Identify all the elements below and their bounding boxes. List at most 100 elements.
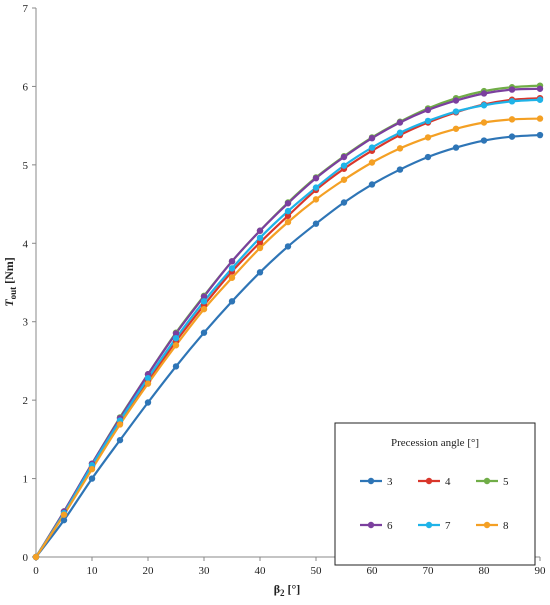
legend-label-4: 4 xyxy=(445,476,451,488)
y-tick-label: 5 xyxy=(23,160,29,172)
x-tick-label: 40 xyxy=(255,565,267,577)
x-tick-label: 20 xyxy=(143,565,155,577)
legend-label-6: 6 xyxy=(387,520,393,532)
y-axis-title-main: T xyxy=(2,299,16,307)
data-point-series-6 xyxy=(452,97,460,104)
data-point-series-6 xyxy=(172,330,180,337)
legend-label-8: 8 xyxy=(503,520,509,532)
data-point-series-7 xyxy=(200,298,208,305)
legend-marker-8 xyxy=(483,521,491,529)
data-point-series-7 xyxy=(228,265,236,272)
data-point-series-6 xyxy=(200,293,208,300)
tick-labels: 0 10 20 30 40 50 60 70 80 90 0 1 2 3 4 5 6 7 xyxy=(23,3,547,577)
data-point-series-7 xyxy=(256,234,264,241)
x-axis-title-sub: 2 xyxy=(280,588,285,598)
x-axis-title-main: β xyxy=(274,582,280,596)
data-point-series-7 xyxy=(284,207,292,215)
data-point-series-8 xyxy=(340,176,348,183)
x-axis-title: β2 [°] xyxy=(274,582,301,598)
legend-item-6: 6 xyxy=(360,520,393,532)
data-point-series-7 xyxy=(508,98,516,105)
x-tick-label: 0 xyxy=(33,565,39,577)
x-tick-label: 90 xyxy=(535,565,547,577)
data-point-series-6 xyxy=(508,86,516,93)
data-point-series-3 xyxy=(60,516,68,524)
x-tick-label: 10 xyxy=(87,565,99,577)
data-point-series-7 xyxy=(396,129,404,136)
x-tick-label: 80 xyxy=(479,565,491,577)
data-point-series-8 xyxy=(256,244,264,252)
y-tick-label: 3 xyxy=(23,317,29,329)
data-point-series-8 xyxy=(228,274,236,281)
data-point-series-8 xyxy=(536,115,544,122)
data-point-series-7 xyxy=(480,102,488,109)
data-point-series-3 xyxy=(396,166,404,173)
legend-marker-3 xyxy=(367,477,375,485)
y-tick-label: 7 xyxy=(23,3,29,15)
data-point-series-3 xyxy=(228,298,236,305)
data-point-series-6 xyxy=(284,200,292,207)
legend-label-5: 5 xyxy=(503,476,509,488)
y-axis-title-unit: [Nm] xyxy=(2,257,16,287)
data-point-series-8 xyxy=(508,116,516,123)
data-point-series-7 xyxy=(312,184,320,191)
data-point-series-3 xyxy=(144,399,152,406)
legend-marker-4 xyxy=(425,477,433,485)
y-tick-label: 2 xyxy=(23,395,29,407)
data-point-series-3 xyxy=(200,329,208,336)
data-point-series-8 xyxy=(424,134,432,141)
data-point-series-8 xyxy=(200,305,208,313)
series-points xyxy=(32,82,544,561)
data-point-series-3 xyxy=(340,199,348,206)
legend-box xyxy=(334,422,536,566)
data-point-series-3 xyxy=(256,269,264,276)
y-tick-label: 6 xyxy=(23,81,29,93)
data-point-series-3 xyxy=(424,153,432,161)
data-point-series-3 xyxy=(452,144,460,151)
x-tick-label: 50 xyxy=(311,565,323,577)
data-point-series-7 xyxy=(144,374,152,382)
data-point-series-6 xyxy=(396,119,404,126)
legend-item-3: 3 xyxy=(360,476,393,488)
data-point-series-8 xyxy=(312,196,320,203)
data-point-series-8 xyxy=(452,125,460,132)
data-point-series-8 xyxy=(396,145,404,152)
y-axis-title: Tout [Nm] xyxy=(2,257,18,307)
data-point-series-7 xyxy=(368,144,376,151)
data-point-series-6 xyxy=(480,90,488,97)
data-point-series-8 xyxy=(60,511,68,518)
data-point-series-7 xyxy=(340,162,348,169)
legend-marker-7 xyxy=(425,521,433,529)
data-point-series-6 xyxy=(424,106,432,114)
data-point-series-6 xyxy=(536,85,544,92)
data-point-series-8 xyxy=(144,380,152,387)
data-point-series-3 xyxy=(368,181,376,188)
data-point-series-8 xyxy=(88,465,96,473)
legend-marker-5 xyxy=(483,477,491,485)
data-point-series-6 xyxy=(256,227,264,234)
data-point-series-4 xyxy=(256,239,264,246)
data-point-series-3 xyxy=(172,363,180,370)
legend-item-4: 4 xyxy=(418,476,451,488)
legend-item-5: 5 xyxy=(476,476,509,488)
legend-label-7: 7 xyxy=(445,520,451,532)
y-tick-label: 1 xyxy=(23,474,29,486)
y-tick-label: 4 xyxy=(23,238,29,250)
data-point-series-3 xyxy=(508,133,516,140)
data-point-series-8 xyxy=(172,342,180,349)
legend-items: 3 4 5 6 7 8 xyxy=(360,476,509,532)
y-axis-title-sub: out xyxy=(8,287,18,300)
y-tick-label: 0 xyxy=(23,552,29,564)
data-point-series-8 xyxy=(480,119,488,126)
data-point-series-3 xyxy=(536,131,544,139)
data-point-series-6 xyxy=(228,258,236,265)
data-point-series-6 xyxy=(368,134,376,142)
data-point-series-4 xyxy=(284,212,292,220)
data-point-series-8 xyxy=(284,218,292,226)
legend-item-7: 7 xyxy=(418,520,451,532)
data-point-series-3 xyxy=(116,436,124,444)
data-point-series-3 xyxy=(312,220,320,227)
data-point-series-7 xyxy=(452,108,460,115)
data-point-series-7 xyxy=(424,117,432,125)
